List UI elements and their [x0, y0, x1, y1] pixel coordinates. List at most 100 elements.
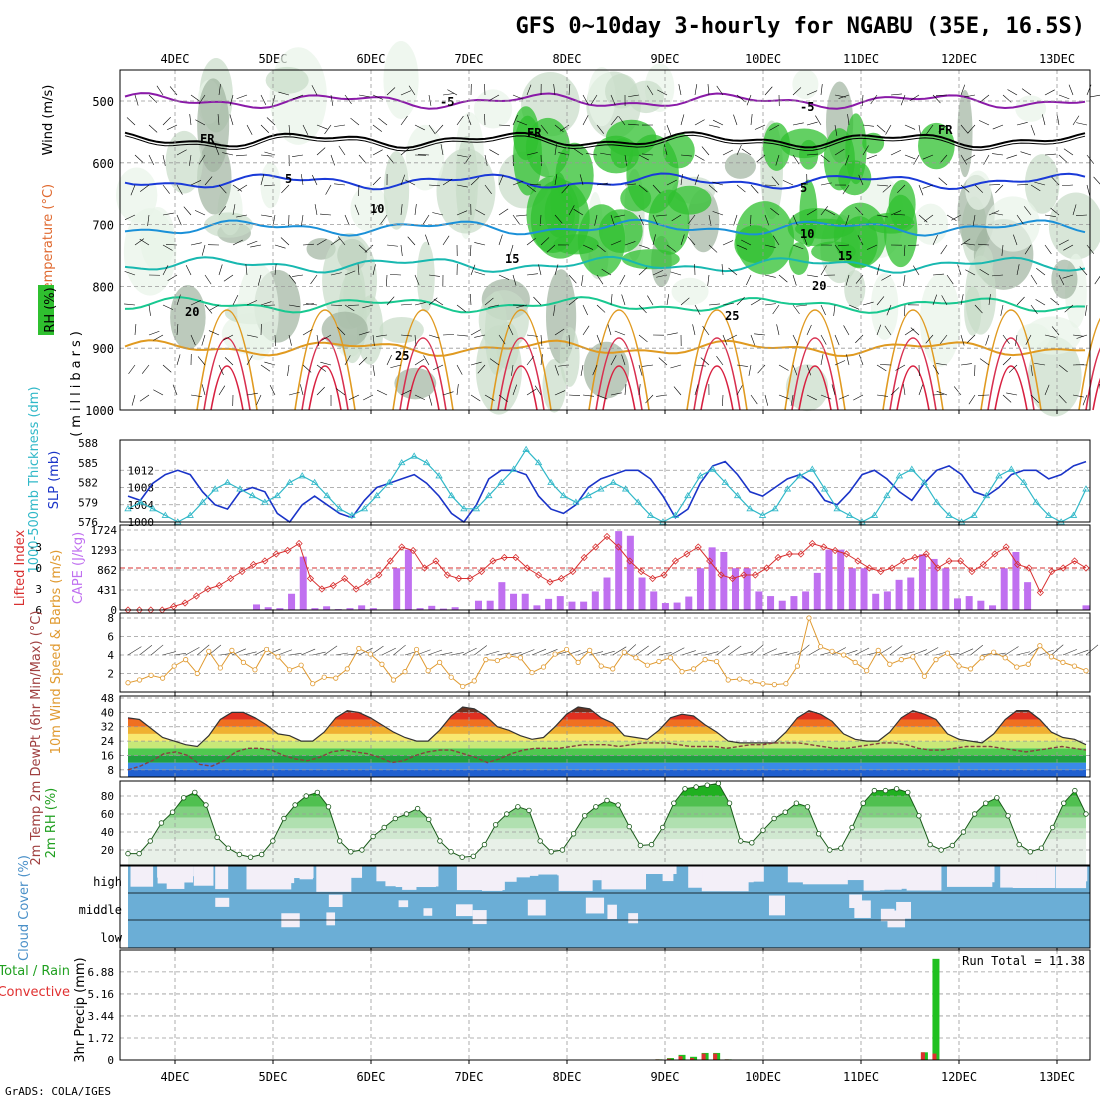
wind-barb: [141, 364, 150, 374]
wind-barb: [201, 384, 206, 396]
thickness-series: [127, 448, 1087, 523]
wind-barb: [204, 176, 213, 186]
rh-point: [971, 811, 978, 817]
thickness-point: [671, 511, 680, 518]
wind-tick: 2: [107, 668, 114, 681]
wind-barb: [938, 124, 948, 133]
wind-barb: [302, 364, 312, 373]
wind-barb: [176, 214, 182, 226]
lifted-point: [785, 550, 794, 558]
wind-barb: [372, 176, 381, 186]
slp-tick: 1004: [128, 499, 155, 512]
thickness-point: [808, 465, 816, 472]
rh-point: [192, 789, 198, 796]
temp-axis-label: 2m Temp 2m DewPt (6hr Min/Max) (°C): [29, 611, 44, 866]
precip-total-bar: [932, 958, 940, 1060]
precip-convective-bar: [932, 1053, 937, 1060]
cape-bar: [416, 608, 424, 610]
thickness-point: [149, 505, 157, 512]
wind-barb: [484, 184, 492, 194]
precip-tick: 5.16: [88, 988, 115, 1001]
rh-point: [537, 838, 543, 844]
wind-barb: [890, 93, 902, 96]
lifted-point: [740, 571, 748, 579]
wind-barb: [405, 179, 416, 186]
thickness-point: [733, 491, 742, 499]
wind-barb: [432, 212, 444, 216]
wind-barb: [474, 242, 486, 246]
wind-barb: [1062, 274, 1074, 279]
temperature-band: [128, 755, 1086, 763]
lifted-point: [842, 550, 851, 558]
wind-barb: [932, 273, 944, 276]
isotherm-label: 25: [725, 309, 739, 323]
wind-barb: [553, 304, 556, 316]
wind-barb-10m: [439, 652, 453, 656]
wind-barb: [596, 274, 604, 285]
wind-barb: [992, 274, 1004, 277]
rh-point: [136, 850, 142, 857]
wind-barb: [988, 184, 1001, 186]
wind-barb: [414, 302, 426, 306]
wind-barb: [400, 244, 403, 256]
rh-point: [1049, 824, 1056, 831]
rh-area: [965, 255, 997, 335]
wind-barb: [806, 153, 818, 156]
wind-barb: [139, 394, 150, 402]
wind-barb: [400, 90, 412, 96]
cape-bar: [580, 601, 588, 610]
thickness-point: [136, 498, 145, 505]
wind-barb: [335, 388, 346, 396]
top-date-label: 10DEC: [745, 52, 781, 66]
lifted-point: [261, 557, 269, 565]
wind-barb: [1058, 154, 1068, 163]
lifted-point: [831, 546, 839, 555]
wind-barb: [314, 204, 318, 216]
wind-barb: [722, 240, 734, 246]
wind-barb: [741, 239, 752, 246]
wind-barb: [897, 184, 906, 194]
wind-barb: [879, 364, 892, 366]
wind-barb: [946, 274, 954, 285]
wind-point: [633, 655, 639, 661]
rh-point: [459, 854, 465, 860]
wind-barb: [953, 386, 962, 396]
wind-barb: [246, 300, 258, 306]
wind-point: [206, 648, 212, 654]
wind-barb-10m: [762, 648, 777, 656]
wind-barb: [246, 355, 253, 366]
wind-barb: [172, 384, 178, 396]
wind-barb: [190, 394, 202, 397]
wind-point: [1071, 663, 1078, 669]
isotherm-10: [124, 218, 1086, 237]
cape-bar: [311, 608, 319, 610]
wind-barb: [628, 123, 640, 126]
wind-barb: [884, 325, 892, 336]
wind-barb: [988, 294, 991, 306]
wind-barb: [621, 354, 626, 366]
wind-barb: [484, 113, 486, 126]
wind-barb: [337, 236, 346, 246]
isotherm-label: 20: [812, 279, 826, 293]
wind-barb-10m: [451, 652, 464, 656]
wind-barb: [484, 297, 494, 306]
wind-barb: [316, 364, 327, 372]
wind-barb: [256, 394, 262, 406]
wind-barb: [792, 274, 797, 286]
lifted-point: [363, 578, 372, 586]
top-date-label: 12DEC: [941, 52, 977, 66]
wind-point: [829, 648, 835, 654]
precip-tick: 3.44: [88, 1010, 115, 1023]
wind-barb: [489, 149, 500, 156]
wind-barb: [1030, 304, 1038, 315]
lifted-point: [808, 539, 816, 548]
wind-barb: [1016, 122, 1028, 126]
wind-barb: [624, 241, 636, 246]
cloud-high-gap: [323, 866, 363, 878]
wind-barb: [656, 214, 668, 217]
wind-barb: [820, 84, 823, 96]
wind-barb: [1084, 304, 1088, 316]
wind-barb: [474, 334, 486, 338]
lifted-point: [649, 574, 657, 583]
wind-barb: [321, 334, 332, 341]
